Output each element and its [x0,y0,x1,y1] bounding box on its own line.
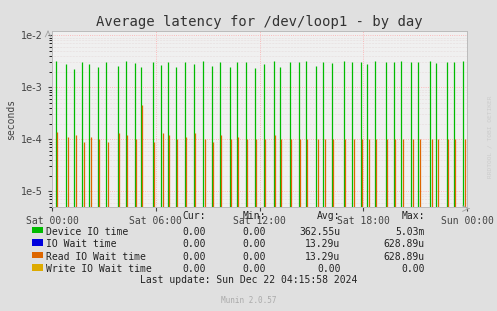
Text: Avg:: Avg: [317,211,340,221]
Text: 13.29u: 13.29u [305,239,340,249]
Text: Cur:: Cur: [183,211,206,221]
Text: 0.00: 0.00 [183,239,206,249]
Text: 0.00: 0.00 [183,227,206,237]
Text: 0.00: 0.00 [243,227,266,237]
Text: Read IO Wait time: Read IO Wait time [46,252,146,262]
Text: 362.55u: 362.55u [299,227,340,237]
Text: Max:: Max: [402,211,425,221]
Text: Device IO time: Device IO time [46,227,128,237]
Text: 0.00: 0.00 [183,264,206,274]
Title: Average latency for /dev/loop1 - by day: Average latency for /dev/loop1 - by day [96,15,423,29]
Text: 628.89u: 628.89u [384,252,425,262]
Text: Last update: Sun Dec 22 04:15:58 2024: Last update: Sun Dec 22 04:15:58 2024 [140,275,357,285]
Text: Min:: Min: [243,211,266,221]
Y-axis label: seconds: seconds [6,98,16,140]
Text: 5.03m: 5.03m [396,227,425,237]
Text: 0.00: 0.00 [243,252,266,262]
Text: 0.00: 0.00 [317,264,340,274]
Text: Munin 2.0.57: Munin 2.0.57 [221,296,276,305]
Text: RRDTOOL / TOBI OETIKER: RRDTOOL / TOBI OETIKER [487,95,492,178]
Text: Write IO Wait time: Write IO Wait time [46,264,152,274]
Text: IO Wait time: IO Wait time [46,239,117,249]
Text: 0.00: 0.00 [183,252,206,262]
Text: 0.00: 0.00 [243,264,266,274]
Text: 628.89u: 628.89u [384,239,425,249]
Text: 13.29u: 13.29u [305,252,340,262]
Text: 0.00: 0.00 [402,264,425,274]
Text: 0.00: 0.00 [243,239,266,249]
